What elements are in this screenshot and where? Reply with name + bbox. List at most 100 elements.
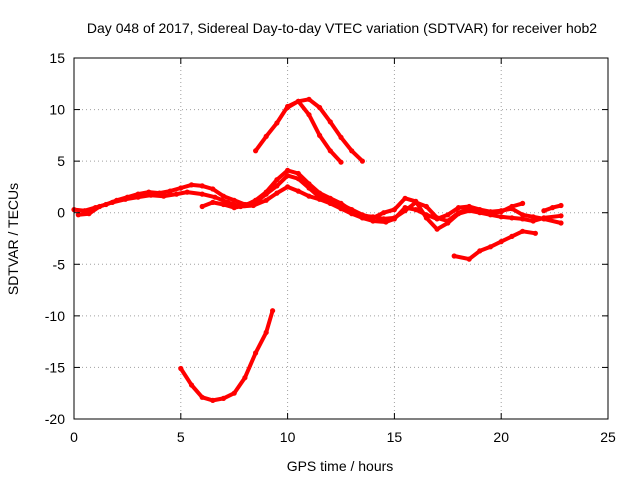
data-point [263, 197, 269, 203]
data-point [509, 233, 515, 239]
data-point [370, 218, 376, 224]
data-point [413, 207, 419, 213]
data-point [306, 181, 312, 187]
data-point [402, 195, 408, 201]
data-point [349, 208, 355, 214]
data-point [451, 253, 457, 259]
data-point [199, 203, 205, 210]
data-point [199, 191, 205, 197]
data-point [520, 228, 526, 234]
data-point [274, 120, 280, 126]
y-axis-label: SDTVAR / TECUs [5, 183, 21, 295]
data-point [317, 104, 323, 111]
data-point [381, 210, 387, 216]
data-point [295, 98, 301, 104]
data-point [327, 119, 333, 125]
data-point [274, 183, 280, 189]
data-point [558, 220, 564, 226]
y-tick-label: 10 [49, 102, 65, 118]
data-point [274, 190, 280, 196]
data-point [338, 206, 344, 212]
data-point [509, 203, 515, 210]
data-point [122, 196, 128, 202]
data-point [220, 193, 227, 199]
data-point [188, 382, 195, 388]
data-point [477, 208, 483, 214]
series-line-7 [452, 229, 538, 262]
data-point [327, 195, 333, 201]
data-point [178, 185, 184, 191]
x-tick-label: 10 [280, 429, 296, 445]
data-point [445, 218, 451, 224]
data-point [317, 132, 323, 138]
data-point [75, 212, 81, 218]
data-point [359, 158, 365, 164]
data-point [370, 214, 376, 220]
data-point [173, 191, 180, 197]
data-point [423, 212, 429, 218]
data-point [285, 173, 291, 179]
data-point [274, 177, 280, 183]
x-tick-label: 5 [177, 429, 185, 445]
data-point [498, 214, 504, 220]
data-point [184, 189, 190, 195]
data-point [487, 244, 494, 250]
data-point [498, 239, 504, 245]
data-point [530, 218, 536, 224]
data-point [391, 207, 397, 213]
data-point [327, 148, 333, 154]
data-point [541, 216, 547, 222]
data-point [253, 148, 259, 154]
data-point [295, 170, 301, 177]
chart-title: Day 048 of 2017, Sidereal Day-to-day VTE… [87, 20, 597, 36]
series-group [71, 96, 564, 403]
data-point [148, 192, 154, 198]
x-tick-label: 15 [387, 429, 403, 445]
data-point [541, 208, 547, 214]
data-point [391, 215, 397, 221]
data-point [520, 216, 526, 222]
data-point [199, 183, 205, 189]
series-line-4 [253, 99, 343, 165]
data-point [434, 215, 440, 221]
series-line-1 [72, 173, 563, 232]
data-point [167, 188, 173, 194]
data-point [530, 214, 536, 220]
data-point [231, 197, 237, 203]
x-tick-label: 25 [600, 429, 616, 445]
data-point [210, 199, 216, 205]
data-point [317, 190, 323, 196]
data-point [242, 375, 248, 381]
data-point [509, 215, 515, 221]
data-point [263, 329, 269, 335]
y-tick-label: -10 [45, 308, 65, 324]
y-tick-label: -5 [53, 256, 66, 272]
data-point [253, 350, 259, 356]
data-point [285, 104, 291, 111]
data-point [338, 200, 344, 206]
grid [74, 58, 608, 419]
series-line-6 [178, 308, 275, 403]
data-point [210, 397, 216, 403]
data-point [466, 256, 472, 262]
data-point [423, 203, 429, 210]
data-point [381, 216, 387, 222]
data-point [455, 205, 462, 211]
data-point [349, 148, 355, 154]
y-tick-label: 5 [57, 153, 65, 169]
data-point [359, 213, 365, 219]
axis-ticks: 0 5 10 15 20 25 -20 -15 -10 -5 0 5 10 15 [45, 50, 616, 445]
data-point [263, 133, 269, 139]
data-point [549, 205, 556, 211]
data-point [455, 210, 462, 216]
data-point [434, 226, 440, 232]
data-point [338, 159, 344, 165]
data-point [306, 96, 312, 102]
data-point [220, 395, 227, 401]
data-point [263, 189, 269, 195]
data-point [97, 203, 103, 210]
x-tick-label: 20 [493, 429, 509, 445]
y-tick-label: -15 [45, 359, 65, 375]
data-point [210, 186, 216, 192]
